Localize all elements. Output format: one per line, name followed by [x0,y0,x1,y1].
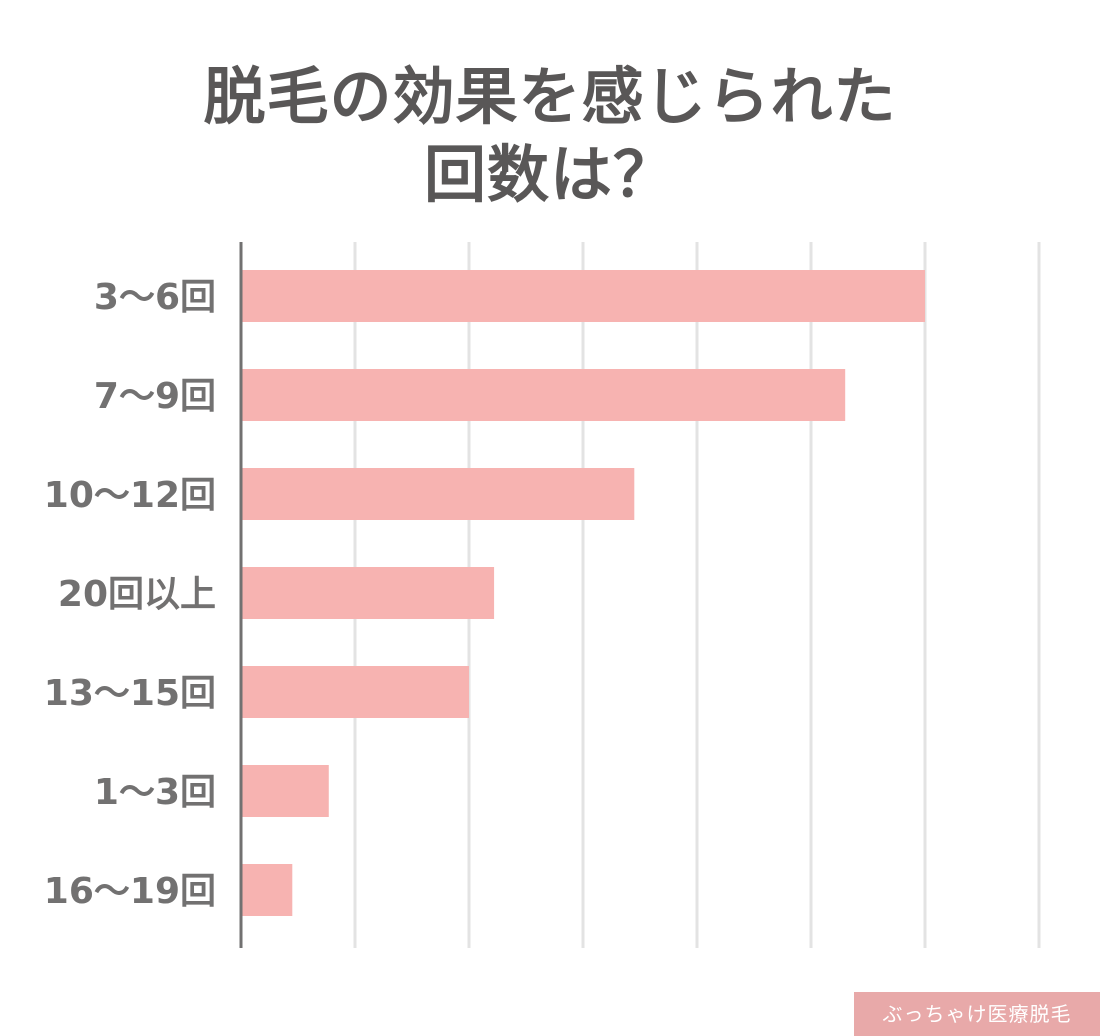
bar [241,270,925,322]
category-label: 16〜19回 [44,871,216,912]
chart-title-line-1: 脱毛の効果を感じられた [203,60,897,133]
category-label: 13〜15回 [44,673,216,714]
bar [241,468,635,520]
chart-title: 脱毛の効果を感じられた 回数は？ [0,58,1100,214]
category-label: 20回以上 [58,574,216,615]
category-label: 7〜9回 [94,376,216,417]
category-label: 10〜12回 [44,475,216,516]
chart-title-line-2: 回数は？ [423,138,676,211]
bar [241,369,846,421]
bar [241,666,469,718]
bar [241,567,495,619]
category-label: 3〜6回 [94,277,216,318]
bar [241,765,329,817]
category-label: 1〜3回 [94,772,216,813]
bar [241,864,293,916]
credit-label: ぶっちゃけ医療脱毛 [854,992,1100,1036]
